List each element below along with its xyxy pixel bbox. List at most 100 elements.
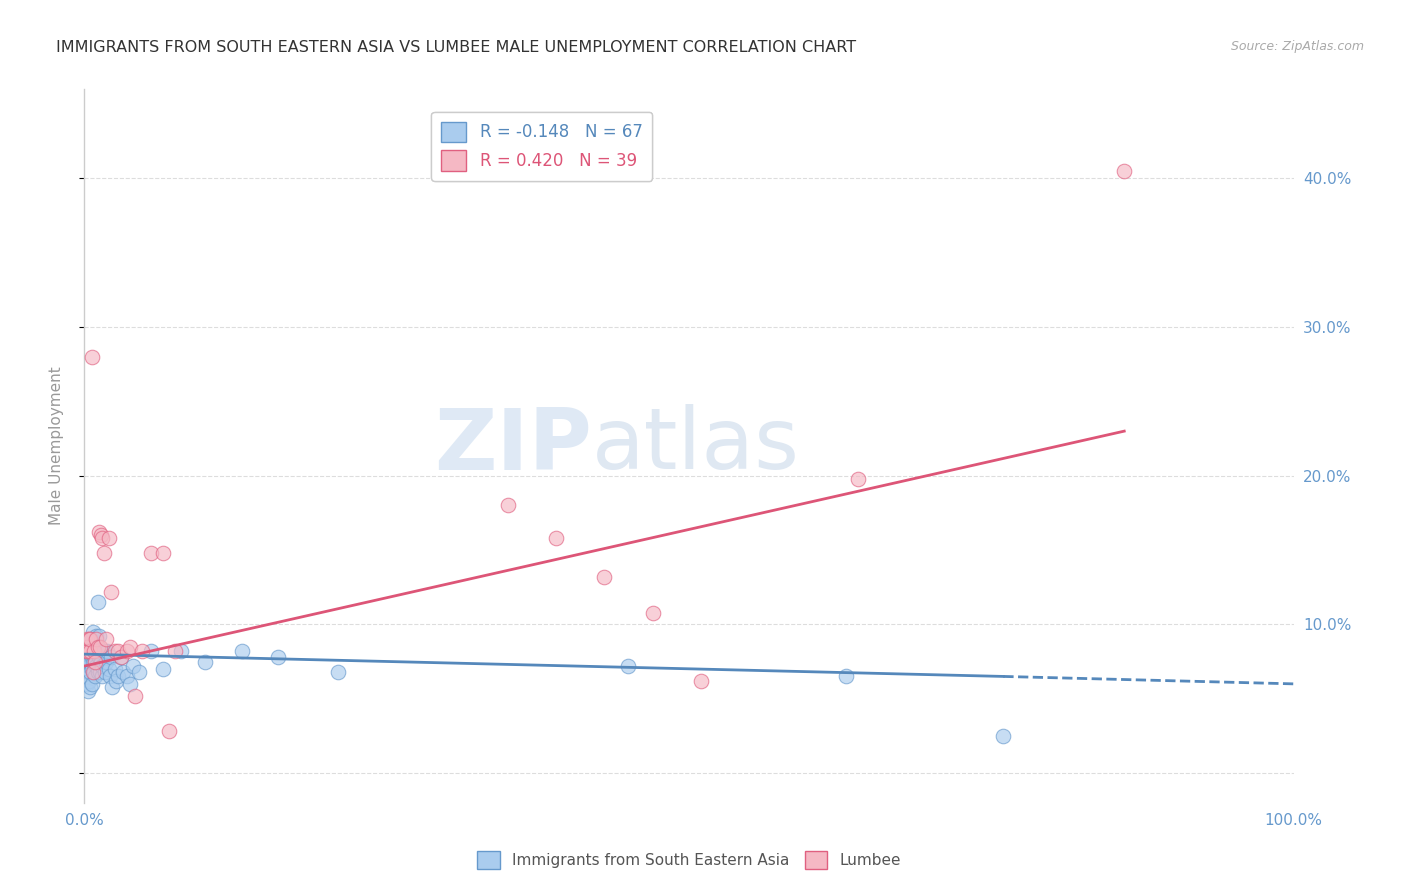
Point xyxy=(90,655,112,669)
Legend: Immigrants from South Eastern Asia, Lumbee: Immigrants from South Eastern Asia, Lumb… xyxy=(471,845,907,875)
Point xyxy=(690,673,713,688)
Point xyxy=(94,655,117,669)
Point xyxy=(89,644,111,658)
Point xyxy=(128,665,150,679)
Point xyxy=(139,644,162,658)
Point xyxy=(91,669,114,683)
Point xyxy=(96,644,118,658)
Point xyxy=(231,644,253,658)
Point xyxy=(641,606,664,620)
Point xyxy=(87,650,110,665)
Point xyxy=(86,595,108,609)
Point xyxy=(1114,164,1136,178)
Point xyxy=(101,680,124,694)
Point xyxy=(84,655,107,669)
Point xyxy=(76,647,98,661)
Point xyxy=(121,659,143,673)
Point xyxy=(77,644,100,658)
Point xyxy=(131,644,153,658)
Point xyxy=(90,528,112,542)
Point xyxy=(79,680,101,694)
Point xyxy=(86,632,108,647)
Point xyxy=(835,669,858,683)
Text: ZIP: ZIP xyxy=(434,404,592,488)
Point xyxy=(170,644,193,658)
Point xyxy=(75,655,97,669)
Point xyxy=(79,665,101,679)
Point xyxy=(82,655,104,669)
Point xyxy=(76,632,98,647)
Point xyxy=(80,662,103,676)
Point xyxy=(76,677,98,691)
Point xyxy=(79,635,101,649)
Point xyxy=(91,531,114,545)
Point xyxy=(93,546,115,560)
Point xyxy=(97,662,120,676)
Point xyxy=(194,655,217,669)
Point xyxy=(115,669,138,683)
Point xyxy=(120,640,142,654)
Point xyxy=(77,640,100,654)
Point xyxy=(75,669,97,683)
Y-axis label: Male Unemployment: Male Unemployment xyxy=(49,367,63,525)
Point xyxy=(80,632,103,647)
Point xyxy=(110,650,132,665)
Point xyxy=(97,531,120,545)
Point xyxy=(496,499,519,513)
Point xyxy=(77,665,100,679)
Point xyxy=(84,669,107,683)
Point xyxy=(86,629,108,643)
Point xyxy=(152,546,174,560)
Point xyxy=(82,640,104,654)
Point xyxy=(107,669,129,683)
Point xyxy=(77,655,100,669)
Point xyxy=(152,662,174,676)
Point xyxy=(83,635,105,649)
Point xyxy=(120,677,142,691)
Point xyxy=(86,640,108,654)
Point xyxy=(77,644,100,658)
Point xyxy=(93,644,115,658)
Point xyxy=(80,650,103,665)
Point xyxy=(115,644,138,658)
Point xyxy=(846,472,869,486)
Point xyxy=(77,659,100,673)
Point xyxy=(544,531,567,545)
Point xyxy=(76,662,98,676)
Point xyxy=(89,640,111,654)
Text: atlas: atlas xyxy=(592,404,800,488)
Text: Source: ZipAtlas.com: Source: ZipAtlas.com xyxy=(1230,40,1364,54)
Point xyxy=(100,584,122,599)
Point xyxy=(82,665,104,679)
Point xyxy=(87,629,110,643)
Point xyxy=(267,650,290,665)
Point xyxy=(617,659,640,673)
Point xyxy=(82,624,104,639)
Point xyxy=(86,659,108,673)
Point xyxy=(77,673,100,688)
Point xyxy=(79,644,101,658)
Point xyxy=(94,665,117,679)
Point xyxy=(593,570,616,584)
Point xyxy=(76,640,98,654)
Point xyxy=(84,655,107,669)
Point xyxy=(157,724,180,739)
Point xyxy=(87,525,110,540)
Point xyxy=(124,689,146,703)
Point xyxy=(110,650,132,665)
Text: IMMIGRANTS FROM SOUTH EASTERN ASIA VS LUMBEE MALE UNEMPLOYMENT CORRELATION CHART: IMMIGRANTS FROM SOUTH EASTERN ASIA VS LU… xyxy=(56,40,856,55)
Point xyxy=(91,659,114,673)
Point xyxy=(94,632,117,647)
Point xyxy=(83,650,105,665)
Point xyxy=(107,644,129,658)
Point xyxy=(77,632,100,647)
Point xyxy=(100,650,122,665)
Point xyxy=(86,665,108,679)
Point xyxy=(79,632,101,647)
Point xyxy=(993,729,1015,743)
Point xyxy=(139,546,162,560)
Legend: R = -0.148   N = 67, R = 0.420   N = 39: R = -0.148 N = 67, R = 0.420 N = 39 xyxy=(432,112,652,181)
Point xyxy=(104,662,127,676)
Point xyxy=(80,350,103,364)
Point xyxy=(112,665,135,679)
